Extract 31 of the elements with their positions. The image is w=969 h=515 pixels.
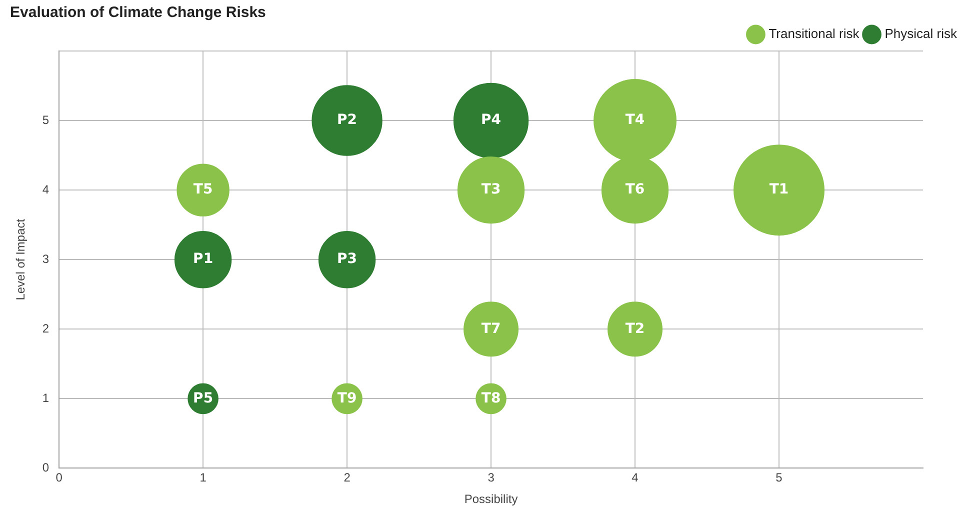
data-label: T4 <box>625 112 645 128</box>
chart-title: Evaluation of Climate Change Risks <box>10 4 266 22</box>
data-label: T5 <box>193 182 213 198</box>
data-label: P4 <box>481 112 502 128</box>
data-label: P1 <box>193 251 214 268</box>
data-label: T1 <box>769 182 789 198</box>
y-tick-label: 3 <box>42 252 50 266</box>
data-label: T9 <box>337 390 357 406</box>
x-tick-label: 4 <box>632 470 639 485</box>
data-label: T3 <box>481 182 501 198</box>
x-tick-label: 3 <box>488 470 495 485</box>
x-tick-label: 5 <box>776 470 783 485</box>
data-label: P2 <box>337 112 358 128</box>
data-label: T6 <box>625 182 645 198</box>
y-tick-label: 1 <box>42 390 50 405</box>
data-label: T8 <box>481 390 501 406</box>
y-tick-label: 4 <box>42 182 50 196</box>
x-tick-label: 0 <box>56 470 63 485</box>
y-tick-label: 5 <box>42 112 50 127</box>
legend-label: Physical risk <box>884 26 958 42</box>
x-tick-label: 1 <box>200 470 207 485</box>
y-tick-label: 0 <box>42 460 50 475</box>
y-axis-title: Level of Impact <box>14 218 28 300</box>
y-tick-label: 2 <box>42 321 50 336</box>
legend-label: Transitional risk <box>768 26 860 42</box>
data-label: P5 <box>193 390 214 406</box>
data-label: P3 <box>337 251 358 268</box>
x-tick-label: 2 <box>344 470 351 485</box>
data-label: T2 <box>625 320 645 337</box>
x-axis-title: Possibility <box>464 492 518 506</box>
data-label: T7 <box>481 320 501 337</box>
